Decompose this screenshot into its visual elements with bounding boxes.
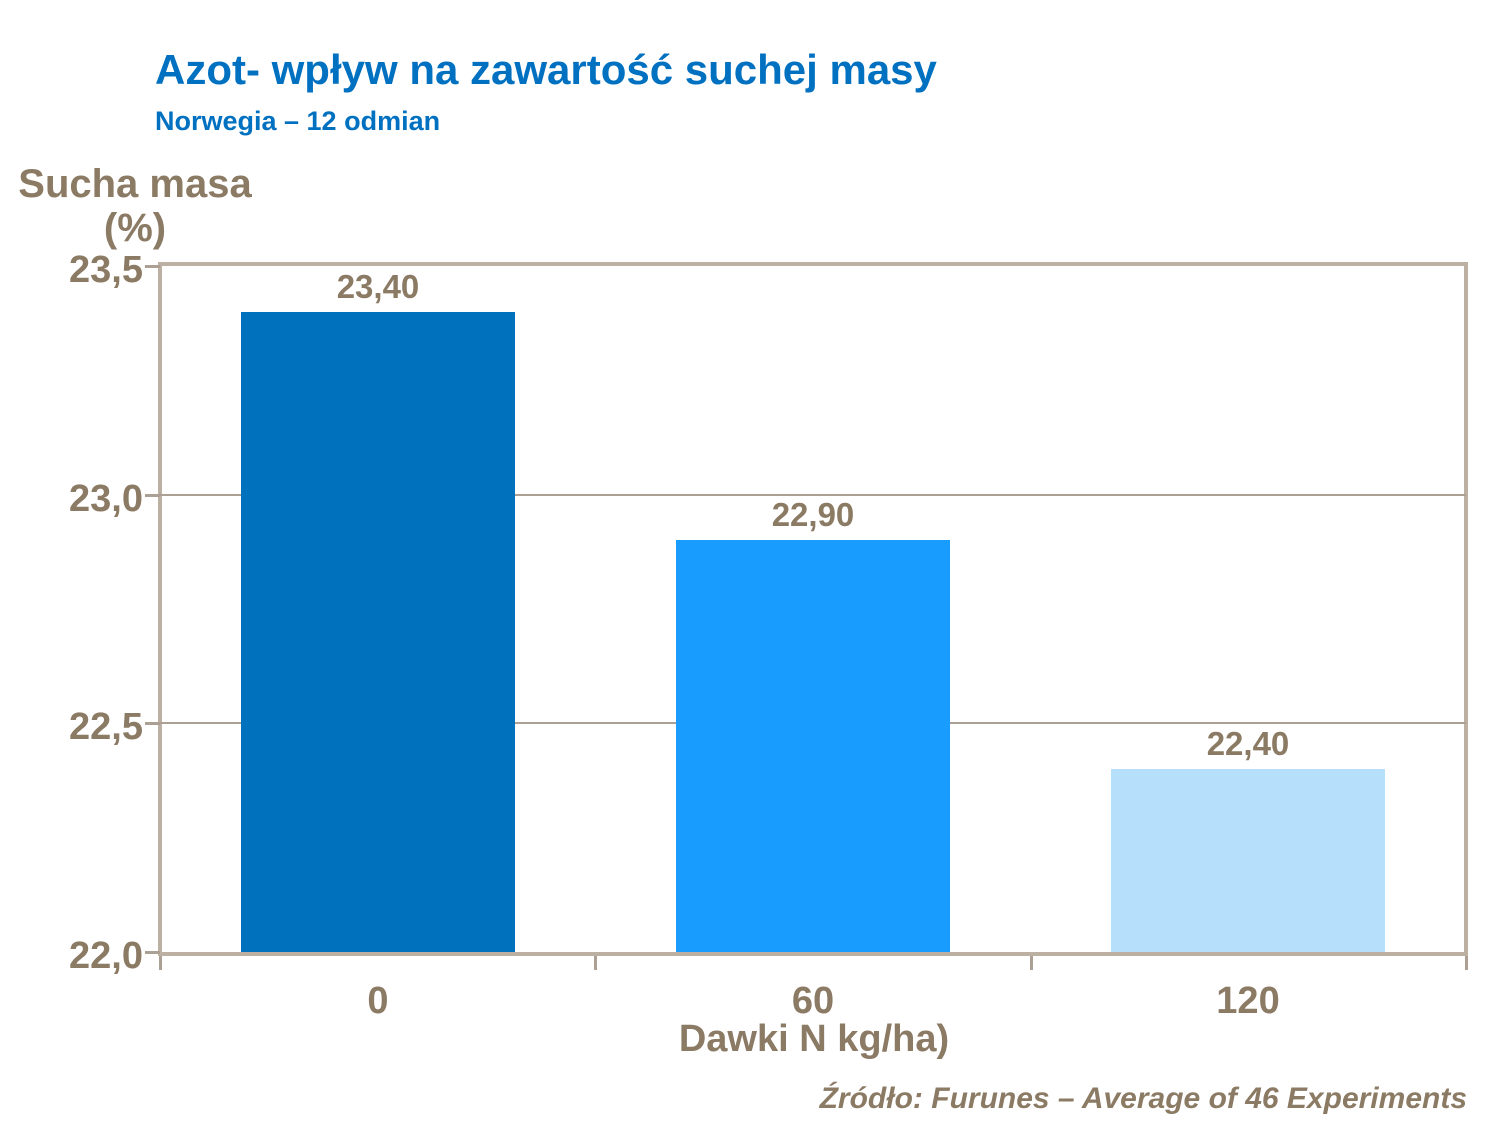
slide-subtitle: Norwegia – 12 odmian (155, 106, 441, 136)
bar-value-label: 22,40 (1206, 725, 1290, 762)
y-tick-mark (145, 265, 160, 268)
slide-title: Azot- wpływ na zawartość suchej masy (155, 46, 937, 93)
gridline (160, 494, 1466, 496)
bar-value-label: 23,40 (336, 268, 420, 305)
y-tick-label: 23,0 (69, 478, 143, 520)
x-tick-label: 120 (1216, 980, 1280, 1022)
y-tick-label: 23,5 (69, 249, 143, 291)
y-tick-mark (145, 722, 160, 725)
bar-120-kg (1111, 769, 1385, 952)
x-tick-mark (159, 956, 162, 970)
x-axis-title: Dawki N kg/ha) (678, 1018, 950, 1060)
x-tick-label: 0 (367, 980, 389, 1022)
y-tick-label: 22,5 (69, 706, 143, 748)
y-tick-mark (145, 951, 160, 954)
y-axis-title-line2: (%) (103, 206, 167, 250)
x-tick-mark (1465, 956, 1468, 970)
y-tick-mark (145, 494, 160, 497)
bar-0-kg (241, 312, 515, 952)
source-note: Źródło: Furunes – Average of 46 Experime… (819, 1082, 1467, 1115)
bar-60-kg (676, 540, 950, 952)
x-tick-label: 60 (791, 980, 835, 1022)
y-axis-title: Sucha masa (%) (15, 162, 255, 250)
x-tick-mark (594, 956, 597, 970)
bar-value-label: 22,90 (771, 496, 855, 533)
x-tick-mark (1030, 956, 1033, 970)
y-tick-label: 22,0 (69, 935, 143, 977)
y-axis-title-line1: Sucha masa (18, 162, 252, 206)
